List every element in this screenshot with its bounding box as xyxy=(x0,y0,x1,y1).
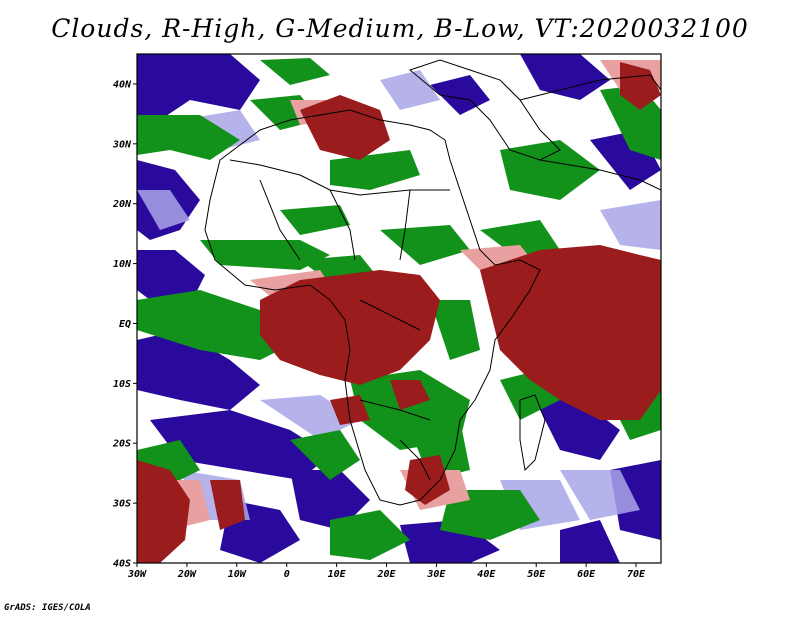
grads-credit: GrADS: IGES/COLA xyxy=(4,603,91,613)
longitude-ticks: 30W 20W 10W 0 10E 20E 30E 40E 50E 60E 70E xyxy=(127,563,646,580)
lat-tick-label: 40N xyxy=(113,79,132,90)
lat-tick-label: 20N xyxy=(112,199,132,210)
lat-tick-label: 40S xyxy=(113,559,131,570)
coastlines xyxy=(204,59,661,506)
lon-tick-label: 70E xyxy=(627,569,646,580)
lon-tick-label: 60E xyxy=(577,569,596,580)
high-cloud-regions xyxy=(137,62,661,563)
lat-tick-label: 10N xyxy=(113,259,132,270)
lat-tick-label: 10S xyxy=(113,379,131,390)
cloud-field xyxy=(137,54,661,563)
map-title: Clouds, R-High, G-Medium, B-Low, VT:2020… xyxy=(51,14,749,43)
lat-tick-label: EQ xyxy=(119,319,131,330)
lon-tick-label: 40E xyxy=(477,569,496,580)
latitude-ticks: 40N 30N 20N 10N EQ 10S 20S 30S 40S xyxy=(112,79,137,570)
lon-tick-label: 20W xyxy=(177,569,197,580)
lon-tick-label: 50E xyxy=(527,569,546,580)
lat-tick-label: 20S xyxy=(112,439,131,450)
lon-tick-label: 30W xyxy=(127,569,147,580)
lon-tick-label: 10E xyxy=(328,569,347,580)
lat-tick-label: 30N xyxy=(112,139,132,150)
lat-tick-label: 30S xyxy=(112,499,131,510)
map-frame xyxy=(136,53,662,564)
lon-tick-label: 20E xyxy=(376,569,396,580)
lon-tick-label: 10W xyxy=(228,569,247,580)
lon-tick-label: 30E xyxy=(426,569,446,580)
lon-tick-label: 0 xyxy=(284,569,290,580)
low-cloud-regions xyxy=(137,54,661,563)
